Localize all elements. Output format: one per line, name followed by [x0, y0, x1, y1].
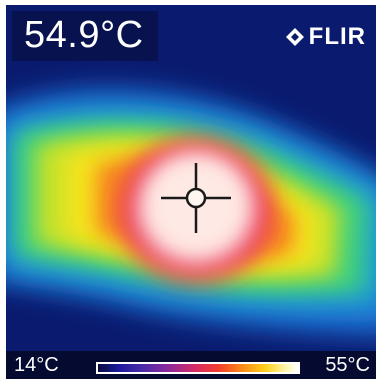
spot-temperature-readout: 54.9°C — [12, 11, 158, 61]
brand-name: FLIR — [308, 23, 366, 50]
temperature-scale-bar: 14°C 55°C — [6, 351, 376, 379]
color-palette-bar — [96, 362, 300, 374]
thermal-image — [6, 5, 376, 379]
flir-logo: FLIR — [285, 23, 366, 51]
spot-meter-crosshair-icon — [161, 163, 231, 233]
flir-diamond-icon — [285, 28, 304, 46]
scale-max-label: 55°C — [325, 354, 370, 376]
scale-min-label: 14°C — [14, 354, 59, 376]
thermal-image-frame: 54.9°C FLIR 14°C 55°C — [6, 5, 376, 379]
